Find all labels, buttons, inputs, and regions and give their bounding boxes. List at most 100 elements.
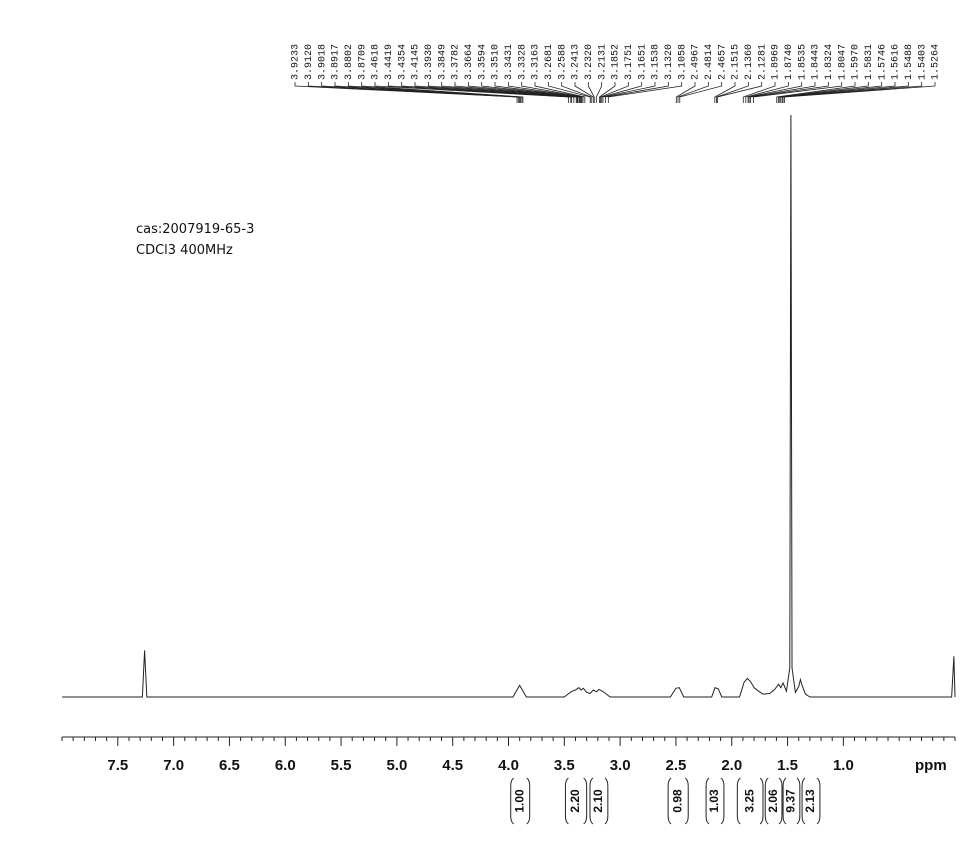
peak-leader (414, 82, 575, 103)
peak-leader (717, 82, 763, 103)
peak-leader (467, 82, 580, 103)
peak-label: 3.9233 (291, 44, 302, 80)
integral-bracket (564, 777, 588, 825)
peak-label: 3.1058 (677, 44, 688, 80)
peak-label: 3.3594 (477, 44, 488, 80)
peak-leader (714, 82, 736, 103)
peak-leader (307, 82, 519, 103)
integral-bracket (782, 777, 801, 825)
peak-leader (361, 82, 524, 103)
peak-label: 3.1751 (624, 44, 635, 80)
peak-label: 3.2681 (544, 44, 555, 80)
x-tick-label: 7.5 (107, 757, 128, 774)
integral-label: 1.03 (707, 789, 721, 813)
integral-label: 0.98 (670, 789, 684, 813)
peak-leader (599, 82, 616, 103)
peak-leader (321, 82, 520, 103)
peak-label: 1.5488 (904, 44, 915, 80)
peak-leader (534, 82, 586, 103)
peak-label: 3.4354 (397, 44, 408, 80)
peak-leader (347, 82, 523, 103)
peak-label: 1.8535 (797, 44, 808, 80)
peak-label: 3.1852 (611, 44, 622, 80)
peak-label: 2.1360 (744, 44, 755, 80)
peak-label: 1.5970 (851, 44, 862, 80)
peak-leader (604, 82, 669, 103)
peak-leader (784, 82, 936, 103)
peak-label: 3.2588 (557, 44, 568, 80)
peak-leader (679, 82, 723, 103)
peak-leader (753, 82, 843, 103)
peak-label: 3.4145 (411, 44, 422, 80)
peak-leader (781, 82, 909, 103)
peak-leader (561, 82, 592, 103)
peak-label: 2.4967 (691, 44, 702, 80)
peak-leader (454, 82, 579, 103)
peak-label: 1.8969 (771, 44, 782, 80)
peak-leader (601, 82, 643, 103)
peak-label: 3.1320 (664, 44, 675, 80)
peak-label: 2.1281 (757, 44, 768, 80)
peak-leader (675, 82, 696, 103)
peak-label: 3.3510 (491, 44, 502, 80)
peak-leader (607, 82, 683, 103)
peak-label: 3.9018 (317, 44, 328, 80)
x-tick-label: 4.0 (498, 757, 519, 774)
peak-leader (574, 82, 594, 103)
peak-label: 1.5616 (891, 44, 902, 80)
peak-leader (748, 82, 816, 103)
peak-label: 3.3782 (451, 44, 462, 80)
peak-label: 2.1515 (731, 44, 742, 80)
x-tick-label: 3.0 (610, 757, 631, 774)
x-tick-label: 1.0 (833, 757, 854, 774)
peak-label: 3.8709 (357, 44, 368, 80)
integral-label: 2.20 (568, 789, 582, 813)
x-axis-label: ppm (915, 757, 947, 774)
peak-label: 3.3328 (517, 44, 528, 80)
peak-leader (600, 82, 629, 103)
integral-label: 2.10 (591, 789, 605, 813)
peak-leader (750, 82, 829, 103)
peak-label: 1.8740 (784, 44, 795, 80)
peak-leader (782, 82, 923, 103)
peak-label: 3.3849 (437, 44, 448, 80)
peak-leader (776, 82, 856, 103)
integral-bracket (589, 777, 609, 825)
integral-bracket (510, 777, 531, 825)
peak-leader (780, 82, 896, 103)
integral-bracket (667, 777, 689, 825)
integral-bracket (801, 777, 821, 825)
x-tick-label: 3.5 (554, 757, 575, 774)
peak-leader (401, 82, 572, 103)
peak-leader (742, 82, 776, 103)
peak-leader (334, 82, 521, 103)
peak-leader (587, 82, 595, 103)
integral-bracket (764, 777, 783, 825)
peak-label: 3.9120 (304, 44, 315, 80)
integral-label: 2.13 (803, 789, 817, 813)
peak-label: 1.8443 (811, 44, 822, 80)
x-tick-label: 4.5 (442, 757, 463, 774)
peak-label: 3.2320 (584, 44, 595, 80)
peak-label: 3.3664 (464, 44, 475, 80)
peak-label: 3.3431 (504, 44, 515, 80)
peak-leader (374, 82, 569, 103)
peak-leader (602, 82, 656, 103)
peak-label: 3.2413 (571, 44, 582, 80)
integral-bracket (736, 777, 764, 825)
peak-leader (494, 82, 582, 103)
x-tick-label: 5.5 (331, 757, 352, 774)
peak-leader (387, 82, 572, 103)
peak-label: 3.4419 (384, 44, 395, 80)
peak-label: 3.8802 (344, 44, 355, 80)
peak-leader (507, 82, 583, 103)
peak-label: 3.3930 (424, 44, 435, 80)
x-tick-label: 2.0 (721, 757, 742, 774)
peak-label: 1.5746 (877, 44, 888, 80)
peak-leader (547, 82, 591, 103)
peak-label: 3.4618 (371, 44, 382, 80)
peak-label: 1.5403 (917, 44, 928, 80)
peak-leader (441, 82, 578, 103)
peak-label: 3.1538 (651, 44, 662, 80)
